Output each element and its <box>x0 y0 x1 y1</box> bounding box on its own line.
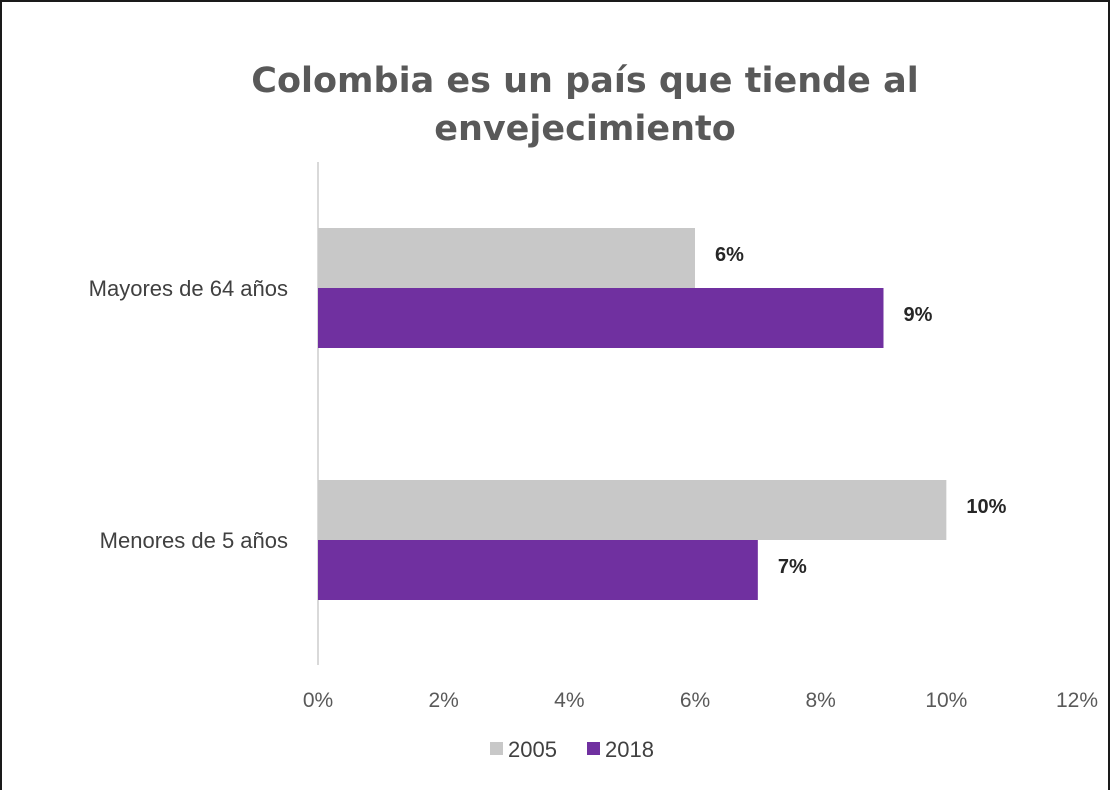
x-tick-label: 2% <box>428 689 458 712</box>
x-tick-label: 4% <box>554 689 584 712</box>
category-labels: Mayores de 64 años Menores de 5 años <box>89 276 288 553</box>
x-tick-label: 12% <box>1056 689 1098 712</box>
bar-2005-mayores <box>318 228 695 288</box>
x-axis-ticks: 0% 2% 4% 6% 8% 10% 12% <box>303 689 1098 712</box>
bars <box>318 228 947 600</box>
data-label: 9% <box>904 304 933 326</box>
legend-label-2005: 2005 <box>508 737 557 762</box>
x-tick-label: 6% <box>680 689 710 712</box>
data-labels: 6% 9% 10% 7% <box>715 244 1007 578</box>
x-tick-label: 8% <box>805 689 835 712</box>
legend-swatch-2005 <box>490 742 503 755</box>
bar-2018-menores <box>318 540 758 600</box>
data-label: 7% <box>778 556 807 578</box>
category-label: Mayores de 64 años <box>89 276 288 301</box>
chart-title-line-1: Colombia es un país que tiende al <box>251 61 918 101</box>
legend-label-2018: 2018 <box>605 737 654 762</box>
bar-2005-menores <box>318 480 947 540</box>
category-label: Menores de 5 años <box>100 528 288 553</box>
legend: 2005 2018 <box>490 737 654 762</box>
chart-title-group: Colombia es un país que tiende al envejec… <box>251 61 918 149</box>
x-tick-label: 0% <box>303 689 333 712</box>
legend-swatch-2018 <box>587 742 600 755</box>
bar-2018-mayores <box>318 288 884 348</box>
chart-title-line-2: envejecimiento <box>434 109 736 149</box>
x-tick-label: 10% <box>925 689 967 712</box>
data-label: 6% <box>715 244 744 266</box>
data-label: 10% <box>966 496 1006 518</box>
